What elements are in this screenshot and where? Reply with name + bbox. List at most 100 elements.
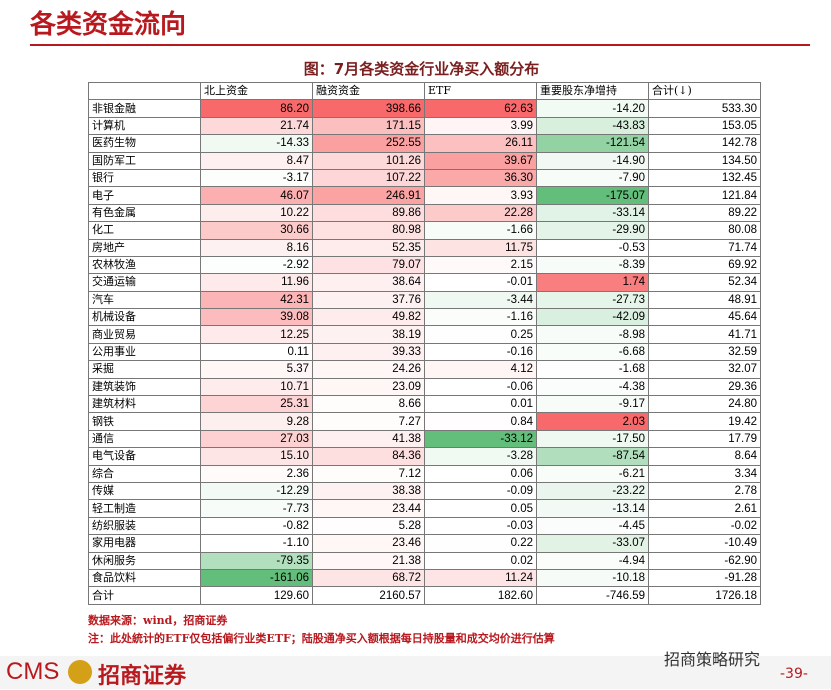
row: 非银金融 86.20 398.66 62.63 -14.20 533.30 xyxy=(88,99,761,118)
cell: 182.60 xyxy=(424,586,537,605)
header-row: 北上资金 融资资金 ETF 重要股东净增持 合计(↓) xyxy=(88,81,761,101)
row: 交通运输 11.96 38.64 -0.01 1.74 52.34 xyxy=(88,273,761,292)
cell: 38.38 xyxy=(312,481,425,501)
cell: 2160.57 xyxy=(312,586,425,605)
cell: -4.94 xyxy=(536,551,649,570)
cell: -14.33 xyxy=(200,134,313,153)
cell: 52.34 xyxy=(648,273,761,292)
footer-bar xyxy=(0,656,831,689)
cell: 5.28 xyxy=(312,516,425,536)
cell: 计算机 xyxy=(88,116,201,136)
cell: 246.91 xyxy=(312,186,425,205)
cell: -13.14 xyxy=(536,499,649,518)
cell: 电气设备 xyxy=(88,447,201,466)
cell: -9.17 xyxy=(536,395,649,414)
cell: 国防军工 xyxy=(88,151,201,170)
cell: 26.11 xyxy=(424,134,537,153)
header-cell xyxy=(88,81,201,101)
cell: 医药生物 xyxy=(88,134,201,153)
cell: -0.09 xyxy=(424,481,537,501)
cell: 41.38 xyxy=(312,429,425,449)
cell: 公用事业 xyxy=(88,342,201,362)
cell: -10.49 xyxy=(648,534,761,553)
cell: 交通运输 xyxy=(88,273,201,292)
cell: 121.84 xyxy=(648,186,761,205)
cell: 38.64 xyxy=(312,273,425,292)
cell: 7.27 xyxy=(312,412,425,431)
cell: 32.59 xyxy=(648,342,761,362)
cell: -14.90 xyxy=(536,151,649,170)
cell: 132.45 xyxy=(648,168,761,188)
cell: 2.61 xyxy=(648,499,761,518)
cell: 8.47 xyxy=(200,151,313,170)
cell: -1.10 xyxy=(200,534,313,553)
cell: 10.71 xyxy=(200,377,313,397)
cell: 家用电器 xyxy=(88,534,201,553)
cell: 252.55 xyxy=(312,134,425,153)
row: 钢铁 9.28 7.27 0.84 2.03 19.42 xyxy=(88,412,761,431)
cell: -3.44 xyxy=(424,290,537,310)
cell: 0.11 xyxy=(200,342,313,362)
cell: -12.29 xyxy=(200,481,313,501)
cell: 机械设备 xyxy=(88,308,201,327)
cell: 107.22 xyxy=(312,168,425,188)
cell: 有色金属 xyxy=(88,203,201,223)
note: 注：此处統计的ETF仅包括偏行业类ETF；陆股通净买入额根据每日持股量和成交均价… xyxy=(88,632,555,645)
row: 食品饮料 -161.06 68.72 11.24 -10.18 -91.28 xyxy=(88,568,761,588)
table-title: 图：7月各类资金行业净买入额分布 xyxy=(303,60,540,78)
cell: 采掘 xyxy=(88,360,201,379)
header-cell: 融资资金 xyxy=(312,81,425,101)
cell: 62.63 xyxy=(424,99,537,118)
cell: -33.12 xyxy=(424,429,537,449)
cell: -121.54 xyxy=(536,134,649,153)
cell: 45.64 xyxy=(648,308,761,327)
cell: -4.45 xyxy=(536,516,649,536)
cell: 129.60 xyxy=(200,586,313,605)
cell: 汽车 xyxy=(88,290,201,310)
cell: 0.25 xyxy=(424,325,537,344)
cell: 533.30 xyxy=(648,99,761,118)
cell: 84.36 xyxy=(312,447,425,466)
cell: 建筑材料 xyxy=(88,395,201,414)
cell: 25.31 xyxy=(200,395,313,414)
cell: 22.28 xyxy=(424,203,537,223)
cell: 52.35 xyxy=(312,238,425,257)
cell: 29.36 xyxy=(648,377,761,397)
cell: 通信 xyxy=(88,429,201,449)
cell: -0.01 xyxy=(424,273,537,292)
row: 国防军工 8.47 101.26 39.67 -14.90 134.50 xyxy=(88,151,761,170)
cell: 21.38 xyxy=(312,551,425,570)
cell: 轻工制造 xyxy=(88,499,201,518)
cell: 7.12 xyxy=(312,464,425,483)
cell: 30.66 xyxy=(200,221,313,240)
cell: -62.90 xyxy=(648,551,761,570)
cell: 37.76 xyxy=(312,290,425,310)
cell: -33.14 xyxy=(536,203,649,223)
cell: -161.06 xyxy=(200,568,313,588)
row: 化工 30.66 80.98 -1.66 -29.90 80.08 xyxy=(88,221,761,240)
cell: 0.02 xyxy=(424,551,537,570)
row: 电气设备 15.10 84.36 -3.28 -87.54 8.64 xyxy=(88,447,761,466)
cell: 49.82 xyxy=(312,308,425,327)
cell: 153.05 xyxy=(648,116,761,136)
row: 公用事业 0.11 39.33 -0.16 -6.68 32.59 xyxy=(88,342,761,362)
row: 轻工制造 -7.73 23.44 0.05 -13.14 2.61 xyxy=(88,499,761,518)
cell: 79.07 xyxy=(312,255,425,275)
cell: 5.37 xyxy=(200,360,313,379)
cell: 食品饮料 xyxy=(88,568,201,588)
cell: 农林牧渔 xyxy=(88,255,201,275)
row: 纺织服装 -0.82 5.28 -0.03 -4.45 -0.02 xyxy=(88,516,761,536)
cell: 17.79 xyxy=(648,429,761,449)
cell: -14.20 xyxy=(536,99,649,118)
cell: -42.09 xyxy=(536,308,649,327)
cell: 134.50 xyxy=(648,151,761,170)
cell: -33.07 xyxy=(536,534,649,553)
cell: -8.39 xyxy=(536,255,649,275)
cell: -0.16 xyxy=(424,342,537,362)
cell: 89.86 xyxy=(312,203,425,223)
cell: 纺织服装 xyxy=(88,516,201,536)
cell: 11.24 xyxy=(424,568,537,588)
cell: 钢铁 xyxy=(88,412,201,431)
cell: 21.74 xyxy=(200,116,313,136)
cell: 4.12 xyxy=(424,360,537,379)
